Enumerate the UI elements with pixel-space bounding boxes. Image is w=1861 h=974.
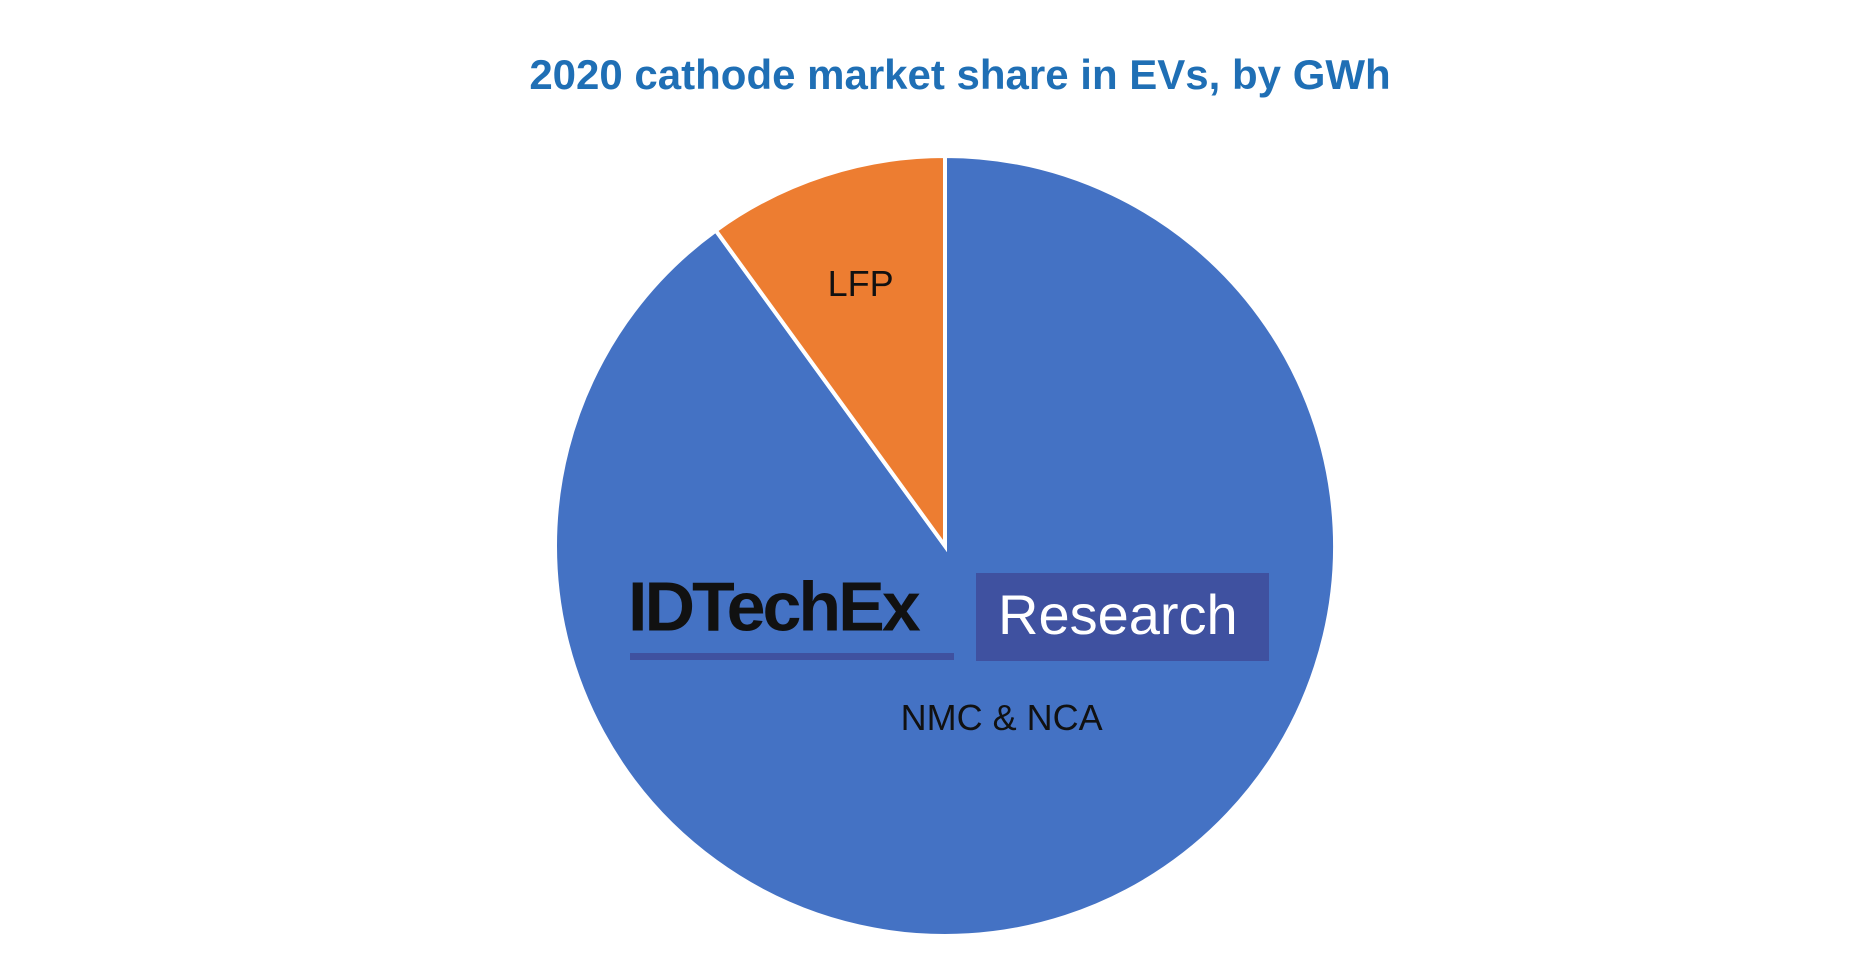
watermark-box [976,573,1269,661]
pie [553,153,1337,938]
watermark-brand: IDTechEx [628,567,921,645]
watermark-underline [630,653,954,660]
watermark-tag: Research [998,583,1238,646]
chart-title: 2020 cathode market share in EVs, by GWh [529,51,1390,98]
slice-label: NMC & NCA [901,697,1103,738]
labels: NMC & NCA LFP [828,263,1103,738]
slice-label: LFP [828,263,894,304]
pie-slice [712,153,947,553]
watermark: IDTechEx Research [628,567,1269,661]
